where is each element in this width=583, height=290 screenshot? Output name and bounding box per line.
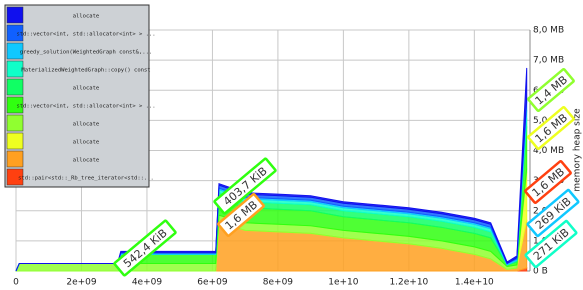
annotation-box <box>527 105 575 151</box>
legend-box <box>4 4 150 188</box>
legend-swatch <box>6 78 24 96</box>
legend-label: std::pair<std::_Rb_tree_iterator<std::..… <box>18 176 154 182</box>
annotation-box <box>213 157 277 215</box>
legend-swatch <box>6 114 24 132</box>
y-tick-label: 4,0 MB <box>533 146 564 156</box>
legend-swatch <box>6 6 24 24</box>
x-tick-label: 2e+09 <box>66 278 97 288</box>
legend-label: MaterializedWeightedGraph::copy() const <box>21 68 150 74</box>
legend-swatch <box>6 150 24 168</box>
legend-swatch <box>6 96 24 114</box>
annotation: 1,6 MB <box>527 105 575 151</box>
annotation-box <box>524 219 578 269</box>
legend-swatch <box>6 24 24 42</box>
annotation-box <box>527 67 575 113</box>
y-tick-label: 0 B <box>533 267 548 277</box>
legend-label: allocate <box>73 158 100 164</box>
annotation-box <box>113 219 177 277</box>
x-tick-label: 8e+09 <box>263 278 294 288</box>
legend-label: allocate <box>73 14 100 20</box>
annotation-box <box>217 192 265 238</box>
x-tick-label: 1e+10 <box>328 278 359 288</box>
y-tick-label: 7,0 MB <box>533 56 564 66</box>
x-tick-label: 4e+09 <box>132 278 163 288</box>
legend-swatch <box>6 42 24 60</box>
y-axis-label: memory heap size <box>573 108 583 192</box>
legend-label: std::vector<int, std::allocator<int> > .… <box>16 32 155 38</box>
x-tick-label: 1.2e+10 <box>389 278 428 288</box>
legend-swatch <box>6 132 24 150</box>
x-tick-label: 6e+09 <box>197 278 228 288</box>
x-tick-label: 1.4e+10 <box>455 278 494 288</box>
x-tick-label: 0 <box>13 278 19 288</box>
legend-label: allocate <box>73 86 100 92</box>
legend-swatch <box>6 60 24 78</box>
annotation-box <box>526 188 580 238</box>
legend-label: std::vector<int, std::allocator<int> > .… <box>16 104 155 110</box>
y-tick-label: 8,0 MB <box>533 26 564 36</box>
annotation-box <box>524 159 572 205</box>
legend-label: greedy_solution(WeightedGraph const&,... <box>20 50 152 56</box>
legend-swatch <box>6 168 24 186</box>
legend-label: allocate <box>73 140 100 146</box>
legend-label: allocate <box>73 122 100 128</box>
